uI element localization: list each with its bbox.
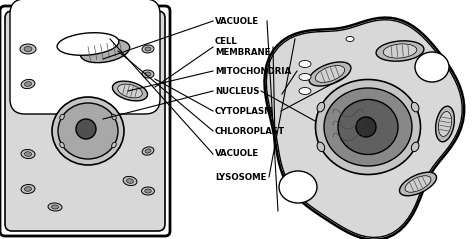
Ellipse shape <box>112 142 116 148</box>
Ellipse shape <box>48 203 62 211</box>
Text: LYSOSOME: LYSOSOME <box>215 173 266 181</box>
Ellipse shape <box>25 152 31 156</box>
Ellipse shape <box>145 149 151 153</box>
Ellipse shape <box>415 52 449 82</box>
Ellipse shape <box>20 44 36 54</box>
Ellipse shape <box>400 172 437 196</box>
FancyBboxPatch shape <box>0 6 170 236</box>
Ellipse shape <box>52 205 58 209</box>
Text: CELL: CELL <box>215 37 238 45</box>
Ellipse shape <box>411 142 419 152</box>
PathPatch shape <box>264 18 464 239</box>
Ellipse shape <box>142 187 155 195</box>
Ellipse shape <box>299 87 311 94</box>
Text: CYTOPLASM: CYTOPLASM <box>215 107 273 115</box>
Ellipse shape <box>60 114 64 120</box>
Ellipse shape <box>145 189 151 193</box>
FancyBboxPatch shape <box>5 11 165 231</box>
Ellipse shape <box>145 47 151 51</box>
Ellipse shape <box>338 99 398 154</box>
Text: NUCLEUS: NUCLEUS <box>215 87 259 96</box>
Ellipse shape <box>316 80 420 174</box>
Ellipse shape <box>346 37 354 42</box>
Ellipse shape <box>279 171 317 203</box>
Ellipse shape <box>58 103 118 159</box>
PathPatch shape <box>266 20 462 238</box>
Ellipse shape <box>376 41 424 61</box>
Ellipse shape <box>317 102 325 112</box>
Ellipse shape <box>123 176 137 186</box>
Ellipse shape <box>383 44 417 58</box>
Ellipse shape <box>356 117 376 137</box>
Text: VACUOLE: VACUOLE <box>215 16 259 26</box>
Ellipse shape <box>142 147 154 155</box>
Ellipse shape <box>317 142 325 152</box>
Ellipse shape <box>309 62 351 86</box>
Ellipse shape <box>57 33 119 55</box>
Ellipse shape <box>118 84 142 98</box>
Ellipse shape <box>315 65 345 82</box>
Ellipse shape <box>127 179 134 183</box>
Ellipse shape <box>142 70 154 78</box>
Text: VACUOLE: VACUOLE <box>215 150 259 158</box>
Ellipse shape <box>299 74 311 81</box>
Text: MEMBRANE: MEMBRANE <box>215 48 270 56</box>
Ellipse shape <box>52 97 124 165</box>
Ellipse shape <box>25 187 31 191</box>
Ellipse shape <box>438 112 452 136</box>
Ellipse shape <box>299 60 311 67</box>
Ellipse shape <box>25 82 31 86</box>
Ellipse shape <box>112 81 147 101</box>
Text: MITOCHONDRIA: MITOCHONDRIA <box>215 66 291 76</box>
Ellipse shape <box>436 106 455 142</box>
Ellipse shape <box>21 79 35 89</box>
Ellipse shape <box>24 47 32 51</box>
Ellipse shape <box>405 176 431 192</box>
Ellipse shape <box>60 142 64 148</box>
Ellipse shape <box>112 114 116 120</box>
Ellipse shape <box>142 45 154 53</box>
Ellipse shape <box>21 185 35 194</box>
FancyBboxPatch shape <box>10 0 160 114</box>
Ellipse shape <box>21 149 35 158</box>
Ellipse shape <box>76 119 96 139</box>
Text: CHLOROPLAST: CHLOROPLAST <box>215 126 285 136</box>
Ellipse shape <box>411 102 419 112</box>
Ellipse shape <box>145 72 151 76</box>
Ellipse shape <box>324 88 412 166</box>
Ellipse shape <box>80 39 130 63</box>
